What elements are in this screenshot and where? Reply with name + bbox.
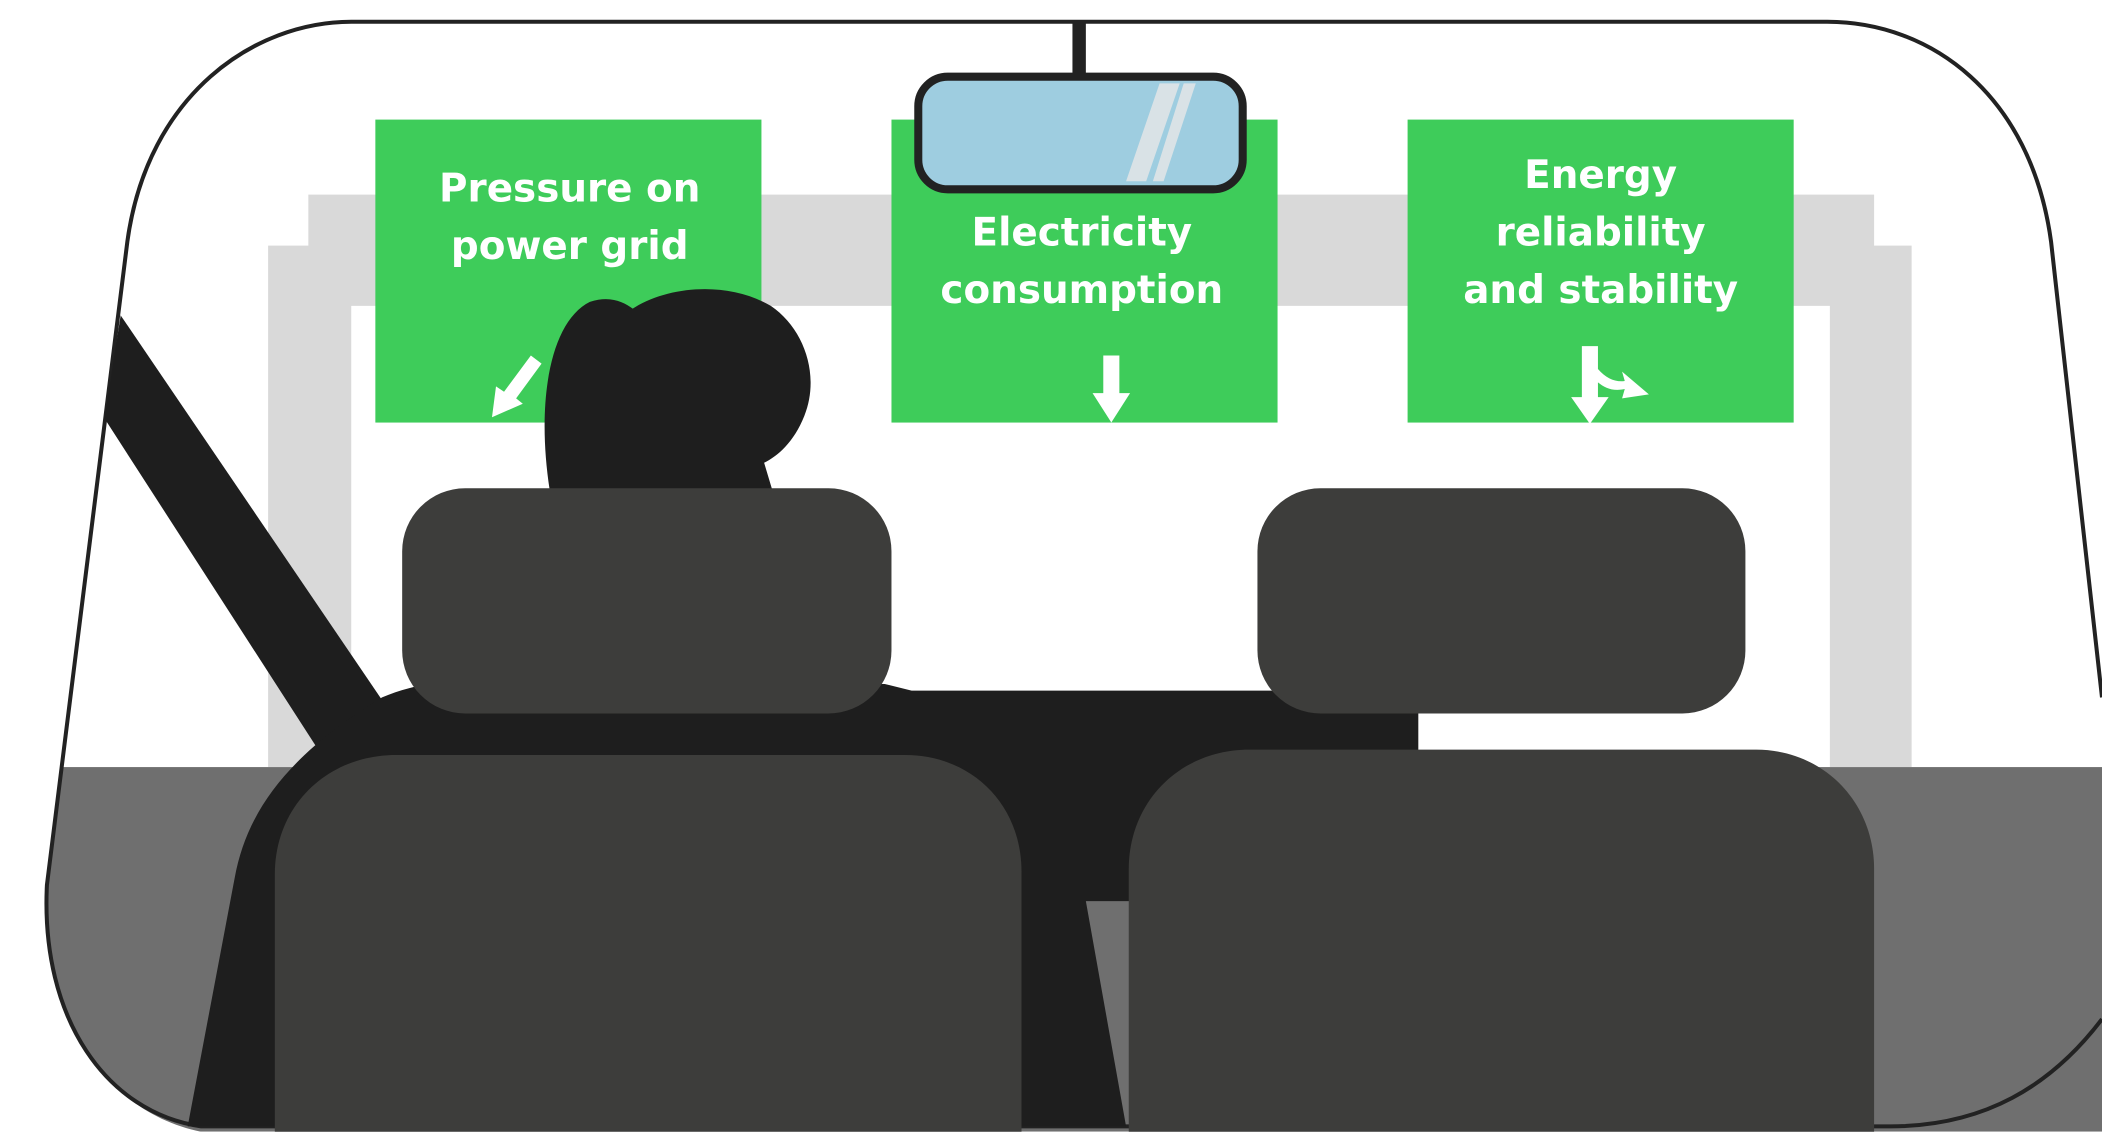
seat-back — [1129, 750, 1874, 1132]
headrest — [402, 488, 891, 713]
seat-back — [275, 755, 1022, 1132]
mirror-stem — [1072, 22, 1085, 81]
sign-text-line: Pressure on — [439, 166, 700, 211]
sign-text-line: Electricity — [972, 211, 1193, 256]
rear-view-mirror — [918, 77, 1242, 190]
car-interior-scene: Pressure on power grid Electricity consu… — [0, 0, 2102, 1132]
sign-text-line: consumption — [940, 268, 1223, 313]
sign-text-line: power grid — [451, 224, 689, 269]
headrest — [1257, 488, 1745, 713]
sign-text-line: Energy — [1524, 153, 1677, 198]
sign-text-line: reliability — [1496, 211, 1706, 256]
sign-text-line: and stability — [1463, 268, 1738, 313]
